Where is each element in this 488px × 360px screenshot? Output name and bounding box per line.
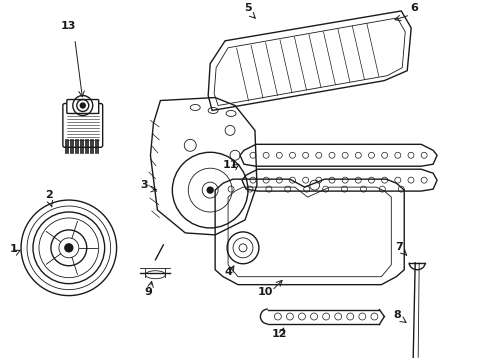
FancyBboxPatch shape <box>63 104 102 147</box>
Circle shape <box>80 103 85 108</box>
Circle shape <box>207 187 213 193</box>
Text: 6: 6 <box>409 3 417 13</box>
Text: 1: 1 <box>9 244 17 254</box>
Circle shape <box>65 244 73 252</box>
Text: 9: 9 <box>144 287 152 297</box>
Text: 8: 8 <box>393 310 400 320</box>
Text: 7: 7 <box>395 242 402 252</box>
Text: 4: 4 <box>224 267 231 277</box>
Text: 11: 11 <box>222 160 237 170</box>
FancyBboxPatch shape <box>67 99 99 113</box>
Text: 2: 2 <box>45 190 53 200</box>
Text: 12: 12 <box>271 329 287 339</box>
Text: 13: 13 <box>61 21 76 31</box>
Text: 10: 10 <box>257 287 272 297</box>
Text: 3: 3 <box>141 180 148 190</box>
Text: 5: 5 <box>244 3 251 13</box>
